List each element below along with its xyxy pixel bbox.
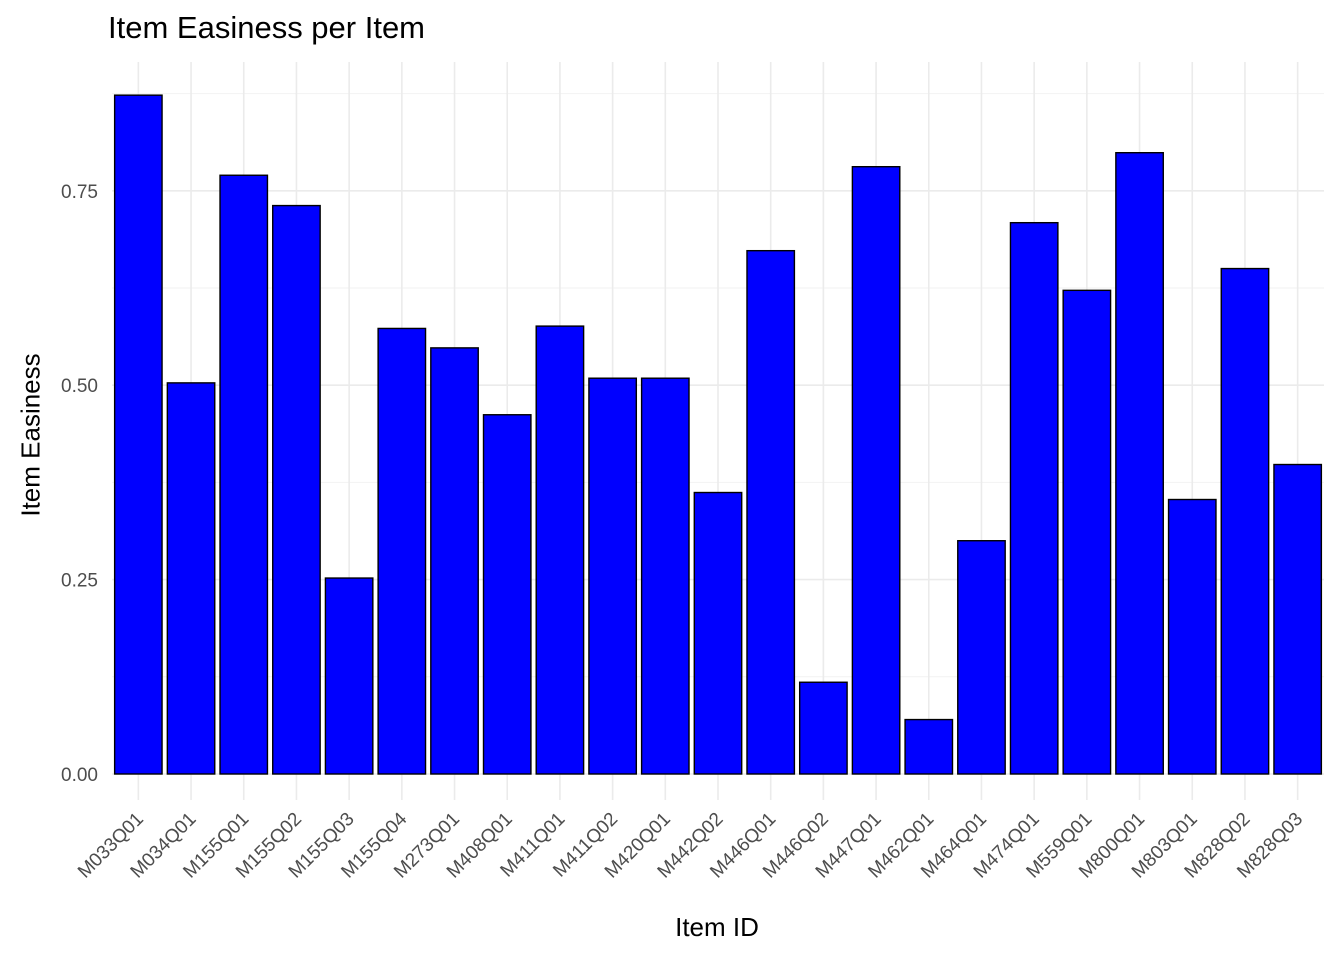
y-tick-label: 0.00 — [61, 765, 98, 786]
bar-m034q01 — [166, 382, 216, 775]
y-tick-label: 0.50 — [61, 376, 98, 397]
bar-m446q02 — [798, 681, 848, 775]
bar-m033q01 — [113, 94, 163, 775]
y-tick-label: 0.25 — [61, 571, 98, 592]
bar-m800q01 — [1115, 151, 1164, 775]
bars — [113, 94, 1323, 775]
bar-m474q01 — [1009, 221, 1059, 775]
x-axis-ticks: M033Q01M034Q01M155Q01M155Q02M155Q03M155Q… — [74, 808, 1307, 882]
bar-m273q01 — [430, 347, 479, 775]
bar-m420q01 — [640, 377, 690, 775]
chart-title: Item Easiness per Item — [108, 10, 426, 45]
y-axis-ticks: 0.00 0.25 0.50 0.75 — [61, 182, 98, 786]
bar-m411q02 — [588, 377, 638, 775]
bar-m411q01 — [535, 325, 585, 775]
bar-m447q01 — [851, 165, 901, 775]
bar-m155q03 — [324, 577, 374, 775]
bar-m446q01 — [746, 249, 796, 775]
bar-m408q01 — [482, 414, 532, 775]
bar-m828q02 — [1220, 267, 1270, 775]
bar-m155q04 — [377, 327, 427, 775]
x-axis-title: Item ID — [675, 912, 759, 942]
bar-m462q01 — [904, 718, 954, 775]
bar-m155q01 — [219, 174, 269, 775]
y-tick-label: 0.75 — [61, 182, 98, 203]
bar-m828q03 — [1273, 463, 1323, 775]
bar-m155q02 — [272, 204, 321, 775]
bar-m442q02 — [693, 491, 743, 775]
bar-m559q01 — [1062, 289, 1112, 775]
bar-m803q01 — [1167, 498, 1217, 775]
bar-m464q01 — [957, 540, 1006, 775]
